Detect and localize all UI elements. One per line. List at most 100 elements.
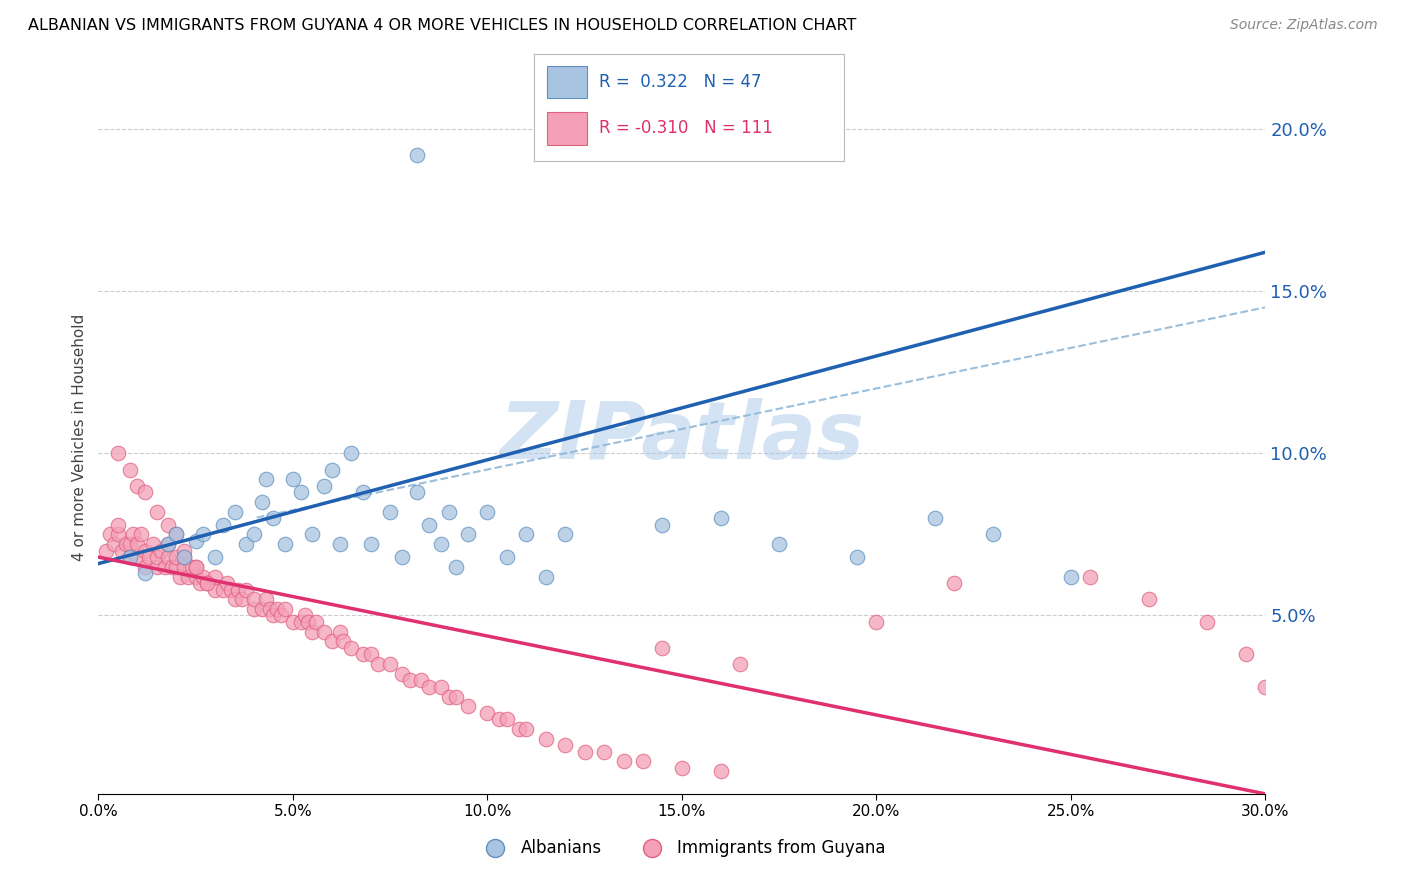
Point: [281, 615, 304, 629]
Point: [768, 537, 790, 551]
Point: [378, 657, 402, 672]
Point: [981, 527, 1004, 541]
Point: [1294, 712, 1316, 726]
Point: [157, 550, 180, 565]
Point: [554, 738, 576, 752]
Point: [173, 550, 195, 565]
Text: R =  0.322   N = 47: R = 0.322 N = 47: [599, 73, 762, 91]
Point: [312, 479, 335, 493]
Point: [195, 576, 218, 591]
Point: [360, 648, 382, 662]
Point: [224, 505, 246, 519]
Point: [118, 550, 141, 565]
Point: [367, 657, 389, 672]
Point: [235, 582, 257, 597]
Point: [193, 527, 215, 541]
Point: [204, 582, 226, 597]
Point: [266, 602, 288, 616]
Point: [274, 537, 297, 551]
Point: [290, 615, 312, 629]
Point: [457, 699, 479, 714]
Point: [457, 527, 479, 541]
Point: [534, 731, 557, 746]
Point: [212, 582, 235, 597]
Point: [329, 537, 352, 551]
Point: [118, 537, 141, 551]
Point: [250, 495, 273, 509]
Point: [477, 706, 499, 720]
Point: [127, 550, 149, 565]
Point: [1195, 615, 1218, 629]
Point: [411, 673, 433, 688]
Point: [138, 550, 160, 565]
Point: [235, 537, 257, 551]
Point: [495, 550, 517, 565]
Point: [184, 569, 207, 583]
Point: [488, 712, 510, 726]
Point: [262, 608, 284, 623]
Point: [651, 640, 673, 655]
Point: [406, 485, 429, 500]
Point: [107, 527, 129, 541]
Point: [613, 755, 636, 769]
Point: [173, 559, 195, 574]
Point: [290, 485, 312, 500]
Point: [274, 602, 297, 616]
Point: [1274, 706, 1296, 720]
Point: [924, 511, 946, 525]
Point: [515, 722, 537, 736]
Point: [312, 624, 335, 639]
Point: [184, 533, 207, 548]
Point: [165, 550, 187, 565]
Point: [165, 559, 187, 574]
Point: [406, 148, 429, 162]
Point: [107, 446, 129, 460]
Point: [127, 537, 149, 551]
Point: [281, 472, 304, 486]
Point: [329, 624, 352, 639]
Point: [224, 592, 246, 607]
Point: [340, 446, 363, 460]
Point: [378, 505, 402, 519]
Point: [429, 537, 451, 551]
Point: [352, 485, 374, 500]
Point: [391, 666, 413, 681]
Legend: Albanians, Immigrants from Guyana: Albanians, Immigrants from Guyana: [472, 833, 891, 864]
Point: [534, 569, 557, 583]
Point: [418, 517, 440, 532]
Point: [107, 517, 129, 532]
Point: [1254, 680, 1277, 694]
Point: [212, 517, 235, 532]
Point: [321, 634, 343, 648]
Point: [477, 505, 499, 519]
Point: [631, 755, 654, 769]
Point: [1137, 592, 1160, 607]
Point: [515, 527, 537, 541]
Point: [1080, 569, 1102, 583]
Point: [111, 543, 134, 558]
Point: [134, 543, 156, 558]
Point: [391, 550, 413, 565]
Point: [228, 582, 250, 597]
Bar: [547, 66, 586, 98]
Point: [157, 537, 180, 551]
Point: [301, 624, 323, 639]
Point: [254, 592, 277, 607]
Point: [169, 569, 191, 583]
Point: [165, 527, 187, 541]
Point: [730, 657, 752, 672]
Point: [437, 505, 460, 519]
Point: [943, 576, 966, 591]
Point: [204, 569, 226, 583]
Point: [122, 527, 145, 541]
Point: [446, 559, 468, 574]
Point: [243, 592, 266, 607]
Point: [259, 602, 281, 616]
Point: [153, 559, 176, 574]
Point: [710, 764, 733, 779]
Point: [710, 511, 733, 525]
Point: [1060, 569, 1083, 583]
Point: [118, 462, 141, 476]
Text: Source: ZipAtlas.com: Source: ZipAtlas.com: [1230, 18, 1378, 32]
Point: [352, 648, 374, 662]
